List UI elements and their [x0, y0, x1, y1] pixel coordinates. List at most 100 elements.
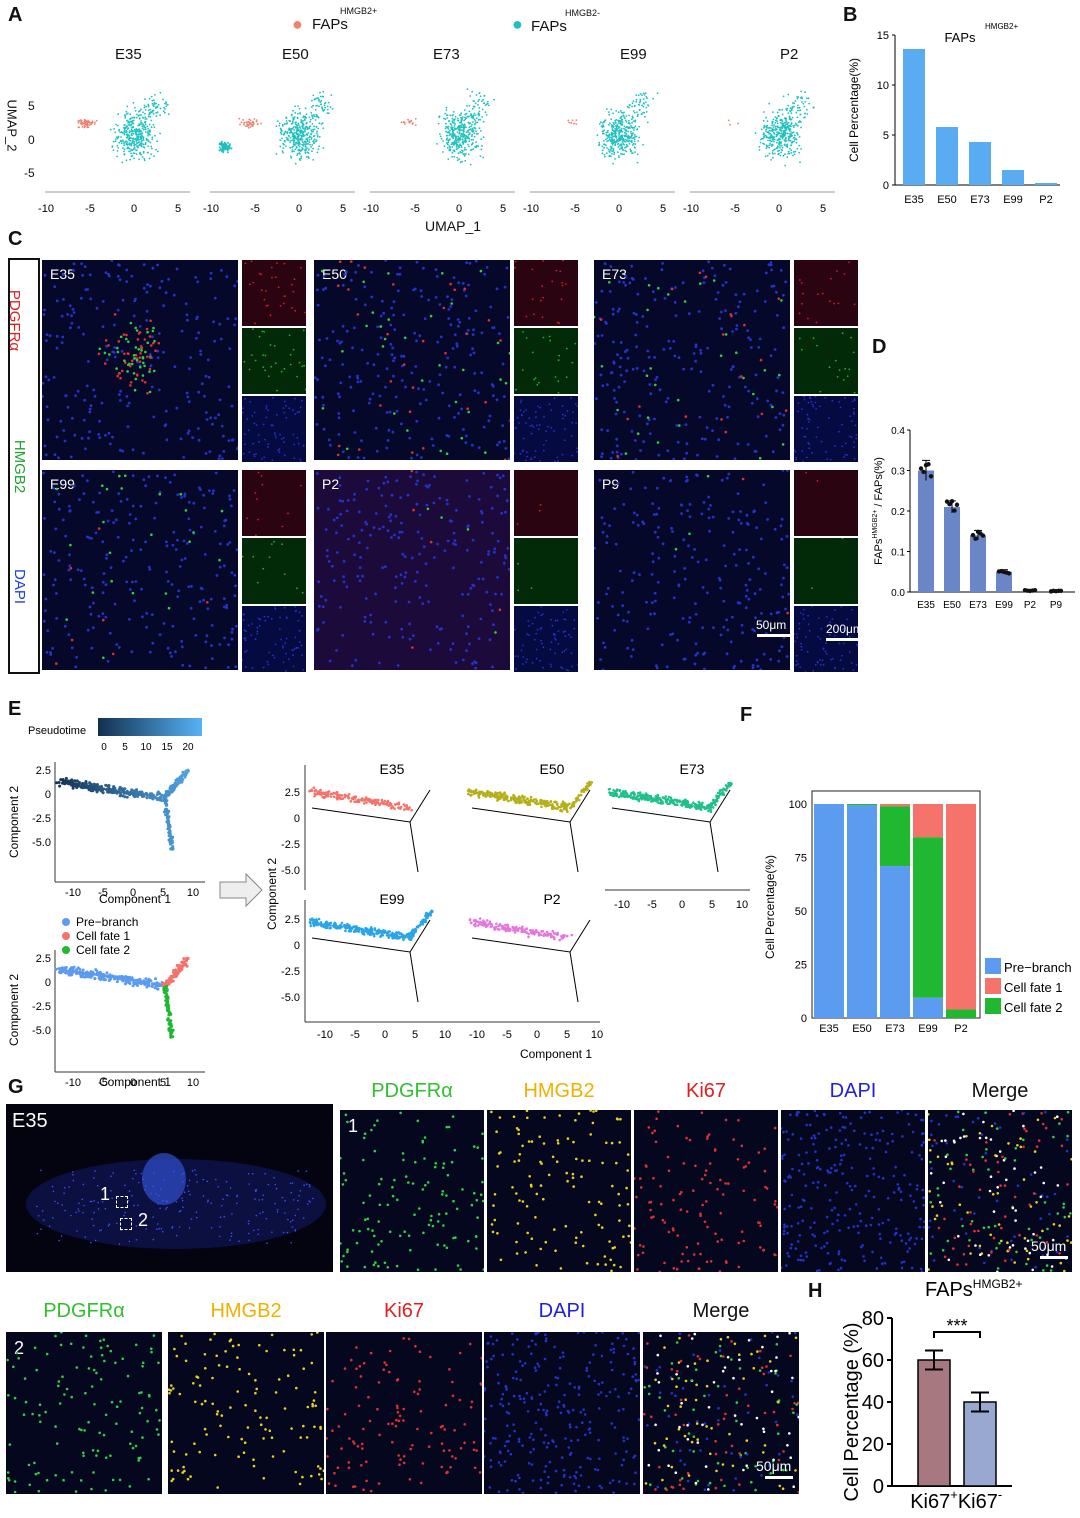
chart-b: FAPs HMGB2+ 0 5 10 15 Cell Percentage(%) E35 E50…	[847, 22, 1060, 206]
legend-label-hmgb2-neg: FAPs	[531, 18, 567, 35]
chart-d-ytick-label: 0.1	[891, 548, 905, 559]
traj-pt-xtick: -5	[98, 887, 108, 899]
overview-section-e35: E35 1 2	[6, 1104, 333, 1272]
if-dots	[594, 470, 790, 670]
chart-f-xtick-label: E50	[852, 1023, 872, 1035]
traj-stage-xtick-b: 5	[564, 1029, 570, 1041]
chart-f-segment	[814, 804, 844, 1018]
umap-xtick: 0	[776, 203, 782, 215]
umap-xtick: -10	[38, 203, 54, 215]
if-main-e99: E99	[42, 470, 238, 670]
trajectory-state: 2.5 0 -2.5 -5.0 -10 -5 0 5 10 Component 2 Componen…	[7, 950, 205, 1089]
traj-pt-xlabel: Component 1	[99, 892, 171, 906]
g-header-r1-4: Merge	[971, 1080, 1029, 1102]
chart-f-ylabel: Cell Percentage(%)	[763, 855, 777, 959]
g-scale-label-2: 50μm	[756, 1458, 792, 1474]
g-scale-bar-2	[765, 1476, 793, 1479]
umap-xtick: -5	[85, 203, 95, 215]
scale-bar-50um	[757, 634, 791, 637]
chart-b-bar	[903, 49, 925, 185]
chart-d-point	[1006, 571, 1012, 576]
legend-dot-hmgb2-pos: ●	[292, 14, 303, 34]
traj-pt-xtick: -10	[65, 887, 81, 899]
chart-f-segment	[847, 804, 877, 806]
chart-f-segment	[880, 866, 910, 1018]
traj-stage-xtick-a: 10	[439, 1029, 451, 1041]
g-header-r1-3: DAPI	[829, 1080, 877, 1102]
g-header-r1-0: PDGFRα	[371, 1080, 453, 1102]
if-channel-inset	[242, 538, 306, 604]
if-channel-inset	[514, 260, 578, 326]
chart-f-xtick-label: E35	[819, 1023, 839, 1035]
chart-f-segment	[880, 806, 910, 867]
channel-label-pdgfra: PDGFRα	[6, 289, 24, 352]
if-channel-inset	[794, 470, 858, 536]
pseudotime-tick: 15	[161, 742, 173, 753]
umap-xtick: -5	[570, 203, 580, 215]
chart-f-segment	[946, 1009, 976, 1018]
chart-d-point	[1032, 587, 1038, 593]
overview-body	[26, 1159, 326, 1249]
chart-d-point	[970, 532, 976, 538]
chart-d-xtick-label: E50	[943, 600, 961, 611]
umap-xtick: 5	[340, 203, 346, 215]
g-row-tag: 1	[348, 1116, 359, 1136]
panel-label-d: D	[872, 336, 887, 358]
traj-stage-xtick-c: -5	[647, 899, 657, 911]
trajectory-p2: P2	[468, 891, 591, 1003]
traj-stage-ytick-bottom: 0	[294, 940, 300, 952]
legend-dot-hmgb2-neg: ●	[512, 14, 523, 34]
pseudotime-tick: 0	[101, 742, 107, 753]
chart-d-xtick-label: P2	[1024, 600, 1037, 611]
state-legend-dot	[62, 918, 70, 926]
chart-f-segment	[946, 804, 976, 1010]
legend-sup-hmgb2-neg: HMGB2-	[565, 8, 601, 18]
trajectory-stage-title: E99	[380, 891, 405, 907]
channel-label-dapi: DAPI	[11, 568, 29, 605]
g-image-r2-4	[643, 1332, 799, 1494]
umap-plot-e35: -10 -5 0 5	[38, 91, 190, 215]
chart-b-ytick-label: 15	[877, 30, 889, 42]
traj-st-xlabel: Component 1	[99, 1075, 171, 1089]
umap-ytick-neg5: -5	[24, 166, 35, 180]
chart-h-title: FAPsHMGB2+	[925, 1277, 1022, 1301]
chart-h-bar	[917, 1359, 951, 1487]
traj-st-xtick: 0	[130, 1077, 136, 1089]
chart-b-ytick-label: 10	[877, 80, 889, 92]
if-main-e35: E35	[42, 260, 238, 460]
channel-label-hmgb2: HMGB2	[11, 439, 29, 494]
traj-pt-ytick: 2.5	[36, 765, 51, 777]
traj-st-xtick: 10	[187, 1077, 199, 1089]
traj-st-ytick: -2.5	[32, 1001, 51, 1013]
chart-b-bar	[1035, 183, 1057, 185]
panel-label-c: C	[8, 228, 23, 250]
trajectory-e50: E50	[466, 761, 594, 873]
pseudotime-legend-title: Pseudotime	[28, 725, 86, 737]
chart-d-xtick-label: E73	[969, 600, 987, 611]
umap-xtick: 0	[616, 203, 622, 215]
chart-f-legend-label: Cell fate 1	[1004, 980, 1063, 995]
chart-d-bar	[970, 535, 986, 592]
traj-stage-xtick-b: 10	[591, 1029, 603, 1041]
trajectory-e35: E35	[308, 761, 431, 873]
umap-xtick: -5	[250, 203, 260, 215]
chart-h-significance: ***	[946, 1316, 967, 1336]
traj-st-xtick: -5	[98, 1077, 108, 1089]
scale-bar-label-50um: 50μm	[756, 618, 787, 632]
umap-xtick: 0	[296, 203, 302, 215]
chart-d-point	[926, 462, 931, 467]
if-dots	[314, 260, 510, 460]
traj-stage-ytick-bottom: 2.5	[285, 914, 300, 926]
pseudotime-tick: 20	[182, 742, 194, 753]
chart-h-xtick-label: Ki67+	[910, 1487, 958, 1513]
umap-xlabel: UMAP_1	[425, 218, 482, 234]
if-main-e73: E73	[594, 260, 790, 460]
roi-label-2: 2	[138, 1210, 149, 1230]
chart-d-xtick-label: E35	[917, 600, 935, 611]
chart-h-ytick-label: 40	[862, 1392, 884, 1414]
traj-stage-ytick-bottom: -5.0	[281, 992, 300, 1004]
chart-h-sig-bracket	[933, 1331, 981, 1338]
chart-d-ytick-label: 0.3	[891, 467, 905, 478]
if-channel-inset	[242, 606, 306, 672]
